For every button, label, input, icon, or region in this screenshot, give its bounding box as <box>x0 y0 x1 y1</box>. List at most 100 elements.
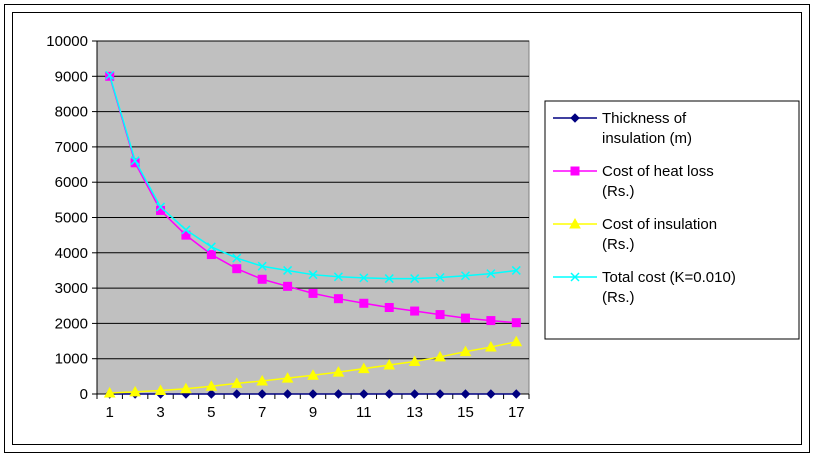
marker-stroke <box>359 273 369 283</box>
data-point <box>103 386 116 398</box>
series-layer <box>103 70 523 399</box>
y-tick-label: 10000 <box>46 33 88 50</box>
y-tick-label: 6000 <box>55 174 88 191</box>
series-1 <box>104 389 522 399</box>
marker-stroke <box>511 265 521 275</box>
data-point <box>130 156 140 166</box>
data-point <box>181 230 191 240</box>
series-2 <box>105 71 521 328</box>
data-point <box>256 374 269 386</box>
chart-area <box>12 12 802 445</box>
data-point <box>232 389 242 399</box>
data-point <box>511 389 522 399</box>
data-point <box>359 273 369 283</box>
x-tick-label: 11 <box>356 404 372 421</box>
marker-stroke <box>435 272 445 283</box>
data-point <box>181 225 191 235</box>
data-point <box>232 264 242 274</box>
marker-stroke <box>486 269 496 279</box>
data-point <box>510 335 523 347</box>
data-point <box>205 380 218 391</box>
legend-label: Cost of heat loss <box>602 163 714 180</box>
legend-entry-2: Cost of heat loss (Rs.) <box>553 163 714 200</box>
data-point <box>308 288 318 298</box>
y-tick-label: 9000 <box>55 68 88 85</box>
data-point <box>384 274 394 284</box>
data-point <box>409 389 420 399</box>
data-point <box>359 298 369 308</box>
legend-entry-3: Cost of insulation (Rs.) <box>553 216 717 253</box>
legend-entry-1: Thickness of insulation (m) <box>553 110 692 147</box>
legend-label: (Rs.) <box>602 236 635 253</box>
data-point <box>283 265 293 275</box>
marker-stroke <box>155 202 166 212</box>
x-tick-label: 17 <box>508 404 525 421</box>
marker-stroke <box>410 274 420 284</box>
data-point <box>511 265 521 275</box>
data-point <box>257 261 267 271</box>
data-point <box>357 362 370 374</box>
data-point <box>129 385 141 397</box>
data-point <box>460 313 470 323</box>
marker-stroke <box>283 265 293 275</box>
legend-label: Total cost (K=0.010) <box>602 269 736 286</box>
data-point <box>333 294 343 304</box>
legend-label: (Rs.) <box>602 183 635 200</box>
y-tick-label: 2000 <box>55 315 88 332</box>
data-point <box>232 253 242 263</box>
legend-marker <box>569 217 581 229</box>
gridlines <box>97 40 529 360</box>
legend-label: Cost of insulation <box>602 216 717 233</box>
marker-stroke <box>206 242 216 252</box>
data-point <box>281 372 294 383</box>
data-point <box>283 281 293 291</box>
data-point <box>435 389 445 399</box>
data-point <box>459 345 472 357</box>
marker-stroke <box>130 156 140 166</box>
series-4 <box>105 70 521 284</box>
legend-label: (Rs.) <box>602 289 635 306</box>
data-point <box>435 310 445 320</box>
data-point <box>486 316 496 326</box>
y-tick-label: 3000 <box>55 280 88 297</box>
data-point <box>282 389 293 399</box>
data-point <box>308 389 318 399</box>
data-point <box>257 389 267 399</box>
marker-stroke <box>308 270 318 280</box>
marker-stroke <box>570 272 580 282</box>
data-point <box>257 274 267 284</box>
data-point <box>105 70 115 80</box>
y-tick-label: 7000 <box>55 139 88 156</box>
legend-marker <box>570 166 580 176</box>
x-tick-label: 7 <box>258 404 266 421</box>
data-point <box>155 202 166 212</box>
data-point <box>206 389 217 399</box>
data-point <box>230 377 243 388</box>
data-point <box>333 389 344 399</box>
data-point <box>308 270 318 280</box>
data-point <box>383 359 396 370</box>
data-point <box>410 274 420 284</box>
data-point <box>332 366 345 377</box>
x-tick-label: 15 <box>457 404 474 421</box>
data-point <box>460 389 471 399</box>
marker-stroke <box>105 70 115 80</box>
y-axis: 0 1000 2000 3000 4000 5000 6000 7000 8000 9000 100… <box>46 33 98 403</box>
data-point <box>486 389 496 399</box>
x-tick-label: 9 <box>309 404 317 421</box>
marker-stroke <box>384 274 394 284</box>
y-tick-label: 5000 <box>55 210 88 227</box>
data-point <box>333 272 343 282</box>
data-point <box>206 250 216 260</box>
y-tick-label: 1000 <box>55 351 88 368</box>
data-point <box>435 272 445 283</box>
data-point <box>384 303 394 313</box>
marker-stroke <box>333 272 343 282</box>
marker-stroke <box>232 253 242 263</box>
legend: Thickness of insulation (m) Cost of heat l… <box>544 100 800 340</box>
marker-stroke <box>181 225 191 235</box>
data-point <box>486 269 496 279</box>
data-point <box>359 389 369 399</box>
legend-marker <box>570 272 580 282</box>
data-point <box>154 384 167 395</box>
